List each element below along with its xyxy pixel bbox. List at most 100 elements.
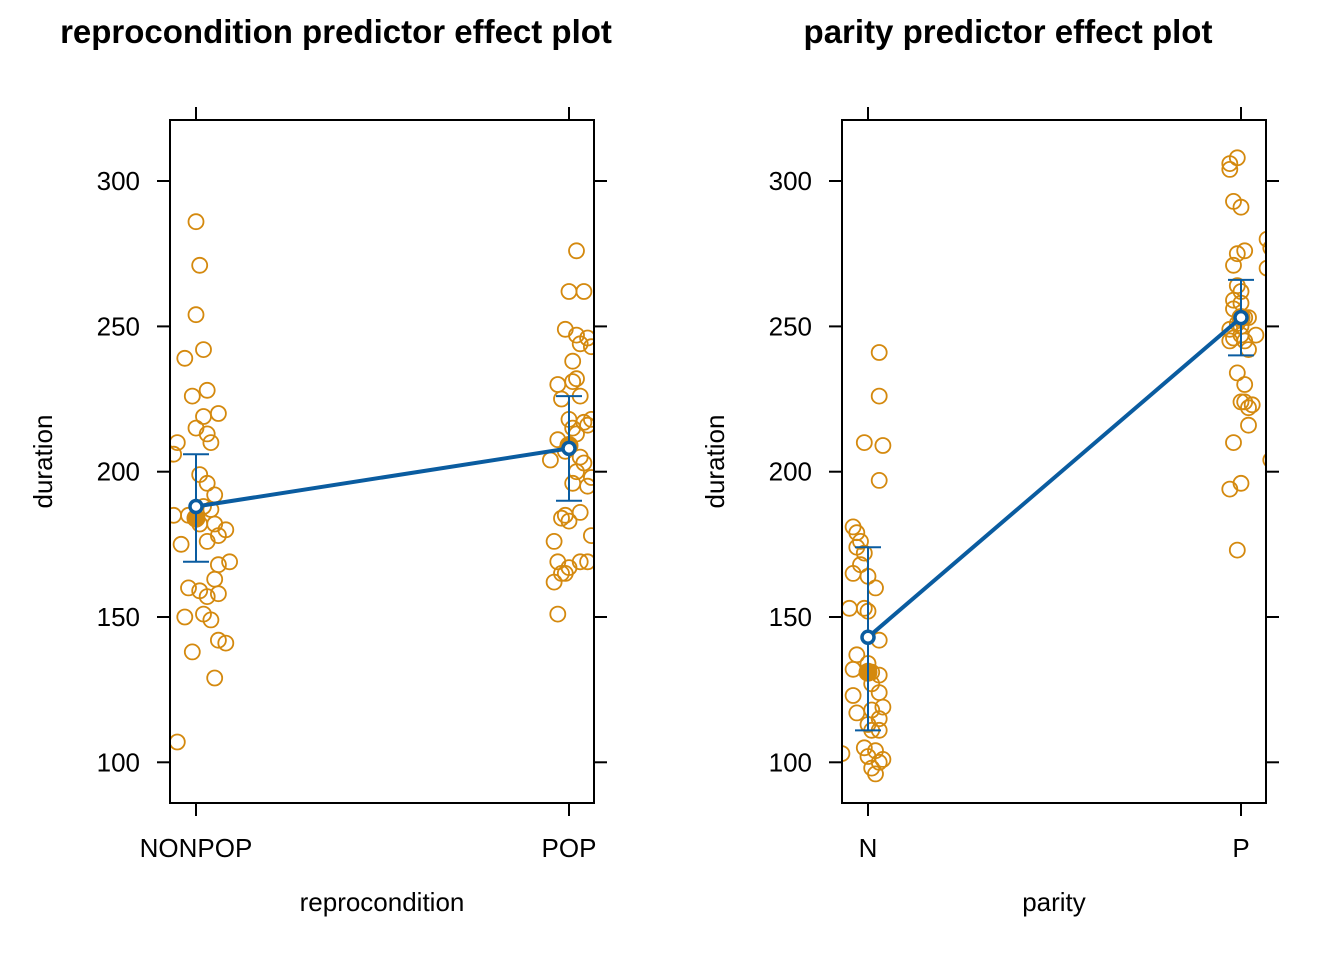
residual-point <box>1243 396 1261 414</box>
residual-point <box>221 553 239 571</box>
partial-residual-points <box>170 213 594 751</box>
residual-point <box>855 434 873 452</box>
residual-point <box>1262 453 1266 467</box>
residual-point <box>870 344 888 361</box>
chart-title: reprocondition predictor effect plot <box>60 13 612 50</box>
plot-frame <box>841 119 1267 804</box>
partial-residual-points <box>842 149 1266 783</box>
residual-point <box>870 471 888 489</box>
residual-point <box>183 387 201 405</box>
x-tick-label: POP <box>542 833 597 863</box>
residual-point <box>553 390 570 408</box>
residual-point <box>553 565 570 582</box>
residual-point <box>571 553 589 571</box>
residual-point <box>202 611 220 629</box>
residual-point <box>564 373 582 391</box>
residual-point <box>549 605 567 623</box>
residual-point <box>844 687 862 704</box>
residual-point <box>867 579 884 597</box>
residual-point <box>583 338 594 356</box>
residual-point <box>579 477 594 495</box>
y-tick-label: 300 <box>97 166 140 196</box>
residual-point <box>187 306 205 324</box>
residual-point <box>1228 541 1246 559</box>
residual-point <box>176 349 194 367</box>
residual-point <box>1225 256 1242 274</box>
x-axis-label: reprocondition <box>300 887 465 917</box>
residual-point <box>575 283 593 300</box>
residual-point <box>867 765 884 783</box>
residual-point <box>583 469 594 486</box>
y-tick-label: 200 <box>769 457 812 487</box>
effect-point <box>561 440 577 457</box>
residual-point <box>842 599 858 617</box>
residual-point <box>553 509 570 527</box>
chart-title: parity predictor effect plot <box>804 13 1213 50</box>
residual-point <box>198 588 216 605</box>
effect-point <box>860 629 876 646</box>
y-tick-label: 250 <box>769 311 812 341</box>
residual-point <box>583 411 594 428</box>
residual-point <box>1221 480 1239 498</box>
residual-point <box>545 533 563 550</box>
residual-point <box>579 553 594 571</box>
residual-point <box>217 634 235 652</box>
residual-point <box>195 341 212 359</box>
residual-point <box>198 381 216 399</box>
residual-point <box>564 352 582 370</box>
residual-point <box>183 643 201 661</box>
residual-point <box>170 434 186 451</box>
residual-point <box>209 585 227 603</box>
x-tick-label: N <box>859 833 878 863</box>
residual-point <box>571 504 589 521</box>
residual-point <box>1240 416 1257 434</box>
residual-point <box>198 533 216 550</box>
residual-point <box>209 631 227 649</box>
residual-point <box>206 486 224 504</box>
residual-point <box>1228 364 1246 382</box>
x-tick-label: NONPOP <box>140 833 253 863</box>
effect-line <box>866 316 1243 639</box>
residual-point <box>187 213 205 231</box>
residual-point <box>870 387 888 405</box>
residual-point <box>560 512 578 530</box>
residual-point <box>198 425 216 443</box>
effect-point <box>1233 309 1249 326</box>
residual-point <box>1221 155 1239 173</box>
y-tick-label: 300 <box>769 166 812 196</box>
residual-point <box>1236 376 1254 393</box>
residual-point <box>560 283 578 300</box>
residual-point <box>1225 434 1242 452</box>
residual-point <box>855 544 873 562</box>
plot-frame <box>169 119 595 804</box>
residual-point <box>195 408 212 425</box>
residual-point <box>549 376 567 393</box>
effect-line <box>195 446 570 509</box>
residual-point <box>583 527 594 544</box>
residual-point <box>874 437 892 454</box>
residual-point <box>209 405 227 422</box>
x-axis-label: parity <box>1022 887 1086 917</box>
residual-point <box>180 579 197 597</box>
residual-point <box>1240 399 1257 417</box>
effect-plot-panel: reprocondition predictor effect plot 100 1… <box>28 13 612 917</box>
residual-point <box>542 451 559 469</box>
residual-point <box>1258 230 1266 248</box>
y-axis-label: duration <box>700 415 730 509</box>
residual-point <box>206 669 224 687</box>
y-tick-label: 150 <box>97 602 140 632</box>
residual-point <box>206 570 224 588</box>
residual-point <box>1236 242 1254 260</box>
residual-point <box>1262 241 1266 255</box>
y-tick-label: 100 <box>769 747 812 777</box>
residual-point <box>191 256 209 274</box>
residual-point <box>579 329 594 347</box>
residual-point <box>170 506 182 524</box>
residual-point <box>198 474 216 492</box>
y-tick-label: 200 <box>97 457 140 487</box>
residual-point <box>842 745 851 762</box>
y-tick-label: 150 <box>769 602 812 632</box>
residual-point <box>568 370 585 388</box>
residual-point <box>568 242 585 260</box>
residual-point <box>172 535 190 553</box>
